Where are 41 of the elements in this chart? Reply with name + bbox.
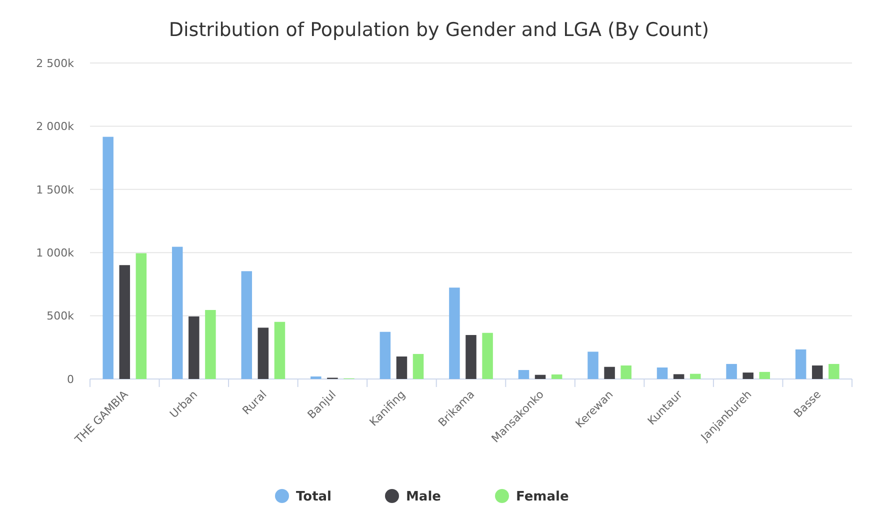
bar <box>482 332 493 379</box>
y-tick-label: 500k <box>46 310 75 323</box>
bar <box>551 374 562 379</box>
bar <box>812 365 823 379</box>
bar <box>673 374 684 379</box>
bar <box>310 376 322 379</box>
bar <box>412 354 424 379</box>
bar <box>205 310 216 379</box>
bar <box>274 322 286 379</box>
bar <box>449 288 460 379</box>
y-tick-label: 1 500k <box>36 183 75 196</box>
bar <box>726 364 737 379</box>
bar <box>119 265 130 379</box>
bar <box>102 136 114 379</box>
bar <box>380 332 391 379</box>
bar <box>759 372 770 379</box>
bar <box>656 368 668 379</box>
y-tick-label: 0 <box>67 372 74 386</box>
bar <box>466 335 476 379</box>
y-tick-label: 1 000k <box>36 246 75 260</box>
bar <box>690 374 701 379</box>
bar <box>518 370 530 379</box>
bar <box>588 352 598 379</box>
bar <box>742 372 754 379</box>
y-tick-label: 2 000k <box>36 120 75 134</box>
bar <box>620 365 632 379</box>
bar <box>604 366 615 379</box>
legend-label: Total <box>296 490 332 505</box>
bar <box>188 316 200 379</box>
bar <box>172 246 183 379</box>
bar <box>396 356 408 379</box>
legend-label: Male <box>406 490 442 505</box>
bar <box>534 374 546 379</box>
bar <box>258 328 269 379</box>
chart-title: Distribution of Population by Gender and LGA (By Count) <box>168 19 710 41</box>
bar <box>795 349 806 379</box>
bar <box>136 253 147 379</box>
y-tick-label: 2 500k <box>36 56 75 70</box>
bar <box>828 364 840 379</box>
bar <box>241 271 252 379</box>
legend-label: Female <box>516 490 569 505</box>
